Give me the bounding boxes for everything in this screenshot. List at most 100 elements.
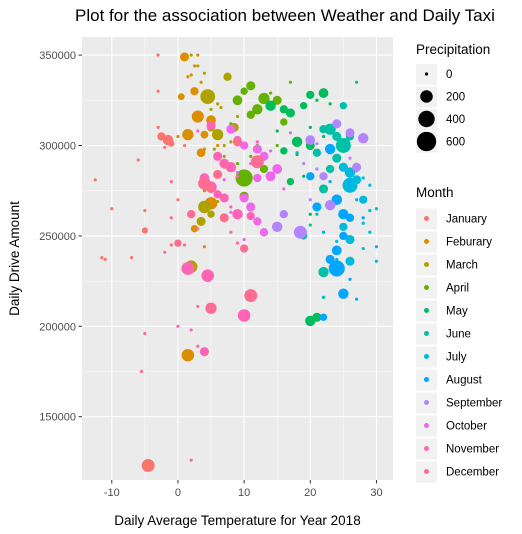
data-point — [189, 328, 193, 332]
color-legend-swatch — [424, 308, 429, 313]
data-point — [216, 143, 220, 148]
data-point — [265, 171, 276, 182]
data-point — [348, 156, 352, 160]
data-point — [209, 107, 213, 111]
data-point — [258, 92, 270, 105]
data-point — [213, 190, 222, 199]
color-legend-label: November — [446, 444, 499, 456]
data-point — [335, 239, 339, 243]
data-point — [348, 277, 352, 281]
data-point — [355, 80, 359, 84]
data-point — [213, 151, 223, 161]
data-point — [223, 72, 232, 81]
color-legend-label: May — [446, 306, 468, 318]
color-legend-label: August — [446, 375, 483, 387]
data-point — [280, 147, 288, 155]
data-point — [265, 100, 276, 111]
data-point — [302, 161, 306, 166]
color-legend-swatch — [424, 400, 429, 405]
data-point — [339, 222, 348, 232]
data-point — [199, 347, 209, 357]
color-legend-label: March — [446, 260, 478, 272]
data-point — [359, 195, 368, 204]
data-point — [299, 102, 308, 110]
data-point — [358, 133, 369, 144]
data-point — [286, 177, 295, 186]
data-point — [246, 211, 255, 221]
data-point — [163, 250, 167, 254]
data-point — [176, 198, 180, 202]
data-point — [176, 324, 180, 328]
data-point — [361, 246, 365, 251]
data-point — [312, 312, 322, 322]
data-point — [293, 225, 307, 239]
x-tick-label: 30 — [370, 487, 382, 499]
size-legend-point — [418, 110, 435, 128]
data-point — [374, 245, 379, 249]
data-point — [190, 224, 199, 233]
data-point — [244, 289, 258, 303]
color-legend-swatch — [424, 446, 429, 451]
data-point — [345, 234, 355, 245]
y-tick-label: 250000 — [39, 231, 76, 243]
data-point — [328, 102, 332, 106]
data-point — [196, 148, 206, 158]
data-point — [141, 459, 155, 473]
data-point — [163, 145, 167, 149]
data-point — [324, 143, 336, 155]
data-point — [235, 169, 253, 187]
data-point — [222, 154, 226, 158]
data-point — [242, 237, 246, 242]
data-point — [235, 114, 240, 119]
data-point — [232, 95, 243, 106]
data-point — [361, 221, 365, 225]
data-point — [192, 64, 197, 68]
data-point — [250, 155, 264, 169]
data-point — [206, 121, 216, 131]
data-point — [229, 205, 233, 209]
data-point — [302, 174, 306, 178]
data-point — [206, 184, 216, 194]
data-point — [325, 254, 335, 264]
data-point — [352, 162, 362, 172]
data-point — [255, 140, 259, 144]
data-point — [196, 304, 200, 309]
color-legend-swatch — [424, 354, 429, 359]
chart-title: Plot for the association between Weather… — [75, 6, 495, 25]
data-points — [93, 52, 379, 473]
data-point — [202, 71, 207, 75]
data-point — [325, 164, 335, 174]
data-point — [201, 269, 214, 282]
color-legend: Month January Feburary March April May June Ju… — [416, 185, 502, 483]
size-legend: Precipitation 0 200 400 600 — [416, 42, 490, 153]
data-point — [253, 217, 262, 226]
data-point — [315, 98, 319, 102]
data-point — [168, 140, 175, 147]
data-point — [338, 288, 349, 299]
color-legend-swatch — [424, 377, 429, 382]
data-point — [344, 167, 356, 178]
plot-panel — [82, 37, 393, 480]
data-point — [252, 104, 263, 115]
data-point — [156, 53, 160, 57]
color-legend-label: July — [446, 352, 467, 364]
data-point — [181, 348, 195, 362]
data-point — [212, 128, 224, 141]
data-point — [239, 244, 249, 253]
color-legend-swatch — [424, 262, 429, 267]
x-axis-ticks: -10 0 10 20 30 — [104, 480, 383, 499]
data-point — [235, 174, 240, 178]
data-point — [169, 243, 173, 247]
data-point — [306, 90, 315, 100]
data-point — [189, 73, 193, 77]
data-point — [275, 129, 279, 133]
color-legend-swatch — [424, 216, 429, 221]
data-point — [181, 261, 195, 275]
data-point — [315, 167, 319, 171]
data-point — [202, 245, 207, 249]
color-legend-title: Month — [416, 185, 454, 200]
data-point — [368, 230, 372, 234]
data-point — [339, 102, 348, 110]
data-point — [240, 87, 248, 95]
data-point — [100, 255, 104, 260]
